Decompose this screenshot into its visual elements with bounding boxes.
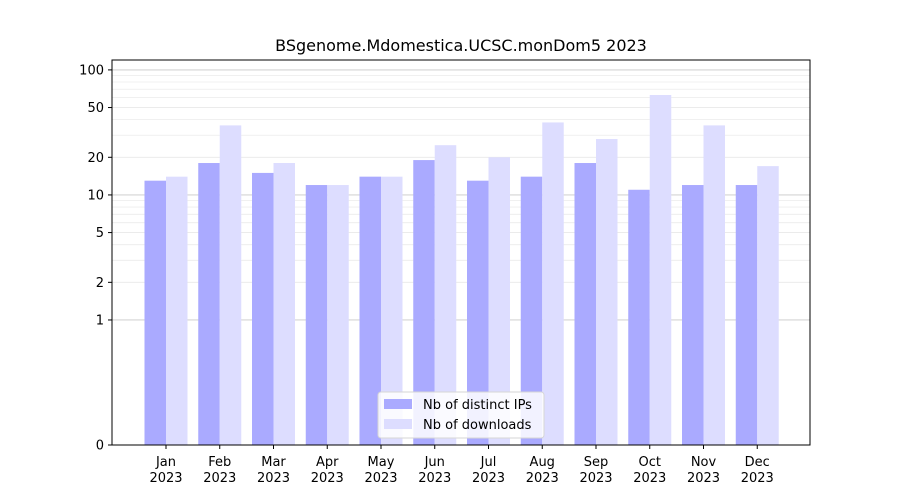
x-tick-label-month: Aug — [530, 455, 555, 470]
chart-title: BSgenome.Mdomestica.UCSC.monDom5 2023 — [275, 36, 647, 55]
bar-distinct-ips — [144, 180, 166, 445]
bar-downloads — [381, 176, 403, 445]
x-tick-label-month: Apr — [316, 455, 339, 470]
bar-distinct-ips — [305, 185, 328, 445]
x-tick-label-year: 2023 — [257, 471, 290, 486]
y-tick-label: 1 — [96, 313, 104, 328]
y-tick-label: 100 — [79, 63, 104, 78]
bar-distinct-ips — [198, 163, 220, 445]
bar-downloads — [542, 122, 564, 445]
x-tick-label-month: Sep — [584, 455, 609, 470]
x-tick-label-year: 2023 — [418, 471, 451, 486]
legend: Nb of distinct IPs Nb of downloads — [377, 391, 545, 439]
x-tick-label-year: 2023 — [472, 471, 505, 486]
bar-downloads — [166, 176, 188, 445]
x-tick-label-year: 2023 — [633, 471, 666, 486]
y-tick-label: 20 — [87, 151, 104, 166]
x-axis: Jan2023Feb2023Mar2023Apr2023May2023Jun20… — [149, 445, 774, 486]
bar-distinct-ips — [735, 185, 758, 445]
x-tick-label-month: May — [368, 455, 395, 470]
x-tick-label-year: 2023 — [311, 471, 344, 486]
y-tick-label: 2 — [96, 276, 104, 291]
bar-distinct-ips — [628, 189, 650, 445]
y-axis: 0 1 2 5 10 20 50 100 — [79, 63, 112, 454]
bar-downloads — [434, 145, 457, 445]
x-tick-label-month: Nov — [691, 455, 717, 470]
x-tick-label-year: 2023 — [741, 471, 774, 486]
x-tick-label-year: 2023 — [579, 471, 612, 486]
legend-swatch-downloads — [384, 419, 412, 429]
bar-downloads — [273, 163, 295, 445]
bar-distinct-ips — [574, 163, 596, 445]
bar-downloads — [757, 166, 779, 445]
legend-label-downloads: Nb of downloads — [423, 418, 532, 433]
bar-distinct-ips — [252, 172, 274, 445]
x-tick-label-month: Feb — [208, 455, 231, 470]
legend-swatch-distinct-ips — [384, 399, 412, 409]
bar-distinct-ips — [520, 176, 543, 445]
x-tick-label-month: Dec — [745, 455, 770, 470]
x-tick-label-month: Oct — [639, 455, 661, 470]
bar-distinct-ips — [413, 160, 435, 445]
bar-distinct-ips — [682, 185, 704, 445]
x-tick-label-month: Jun — [424, 455, 445, 470]
y-tick-label: 10 — [87, 188, 104, 203]
bar-downloads — [703, 125, 725, 445]
x-tick-label-month: Jan — [155, 455, 176, 470]
y-tick-label: 50 — [87, 101, 104, 116]
x-tick-label-month: Jul — [480, 455, 497, 470]
x-tick-label-year: 2023 — [364, 471, 397, 486]
bar-downloads — [596, 139, 618, 445]
bar-downloads — [488, 157, 510, 445]
x-tick-label-year: 2023 — [526, 471, 559, 486]
legend-label-distinct-ips: Nb of distinct IPs — [423, 398, 532, 413]
y-tick-label: 0 — [96, 439, 104, 454]
x-tick-label-month: Mar — [261, 455, 286, 470]
legend-box — [377, 391, 545, 439]
bars — [144, 94, 779, 446]
bar-downloads — [649, 94, 672, 446]
y-tick-label: 5 — [96, 226, 104, 241]
bar-distinct-ips — [467, 180, 489, 445]
bar-distinct-ips — [359, 176, 381, 445]
plot-frame — [111, 59, 811, 446]
x-tick-label-year: 2023 — [687, 471, 720, 486]
x-tick-label-year: 2023 — [149, 471, 182, 486]
x-tick-label-year: 2023 — [203, 471, 236, 486]
bar-downloads — [219, 125, 242, 445]
bar-downloads — [327, 185, 349, 445]
